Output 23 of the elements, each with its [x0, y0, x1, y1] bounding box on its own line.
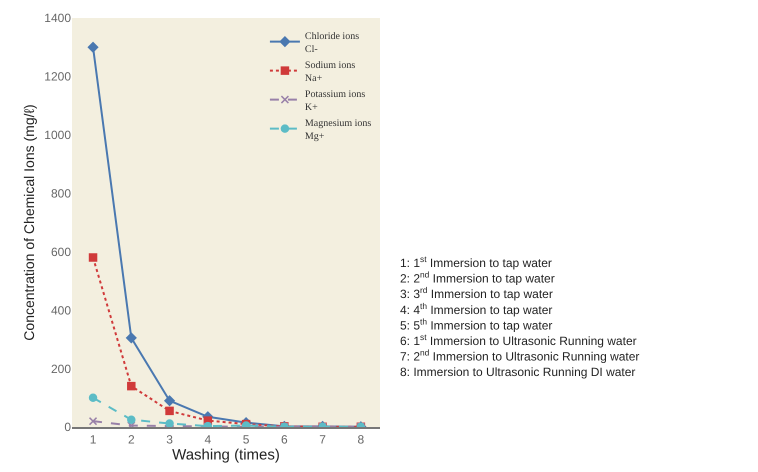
x-tick-label: 3	[166, 432, 174, 446]
y-tick-label: 0	[64, 420, 72, 434]
y-tick-label: 1200	[44, 70, 72, 84]
x-tick-label: 8	[358, 432, 365, 446]
y-tick-label: 800	[50, 186, 72, 200]
y-tick-label: 1400	[44, 11, 72, 26]
x-tick-label: 7	[319, 432, 326, 446]
y-axis-title: Concentration of Chemical Ions (mg/ℓ)	[20, 104, 37, 341]
legend-label: Potassium ions K+	[304, 88, 366, 113]
legend-label: Chloride ions Cl-	[304, 30, 360, 55]
x-tick-label: 4	[204, 432, 212, 446]
x-tick-label: 2	[128, 432, 135, 446]
legend-label: Sodium ions Na+	[304, 60, 356, 84]
y-tick-label: 200	[50, 362, 72, 376]
y-tick-label: 600	[50, 244, 72, 259]
x-axis-title: Washing (times)	[172, 446, 280, 464]
y-tick-label: 1000	[44, 128, 72, 142]
x-tick-label: 6	[281, 432, 288, 446]
y-tick-label: 400	[50, 303, 72, 318]
x-tick-label: 5	[242, 432, 250, 446]
x-tick-label: 1	[90, 432, 97, 446]
legend-label: Magnesium ions Mg+	[304, 118, 372, 142]
text: 1: 1$^{st}$ Immersion to tap water 2: 2$^{nd}$ Immersion to tap water 3: 3$^{rd}$ Immersion to tap water 4: 4$^{th}$ Immersion to tap water 5: 5$^{th}$ Immersion to tap water 6: 1$^{st}$ Immersion to Ultrasonic Running water 7: 2$^{nd}$ Immersion to Ultrasonic Running water 8: Immersion to Ultrasonic Running DI water	[400, 254, 640, 380]
